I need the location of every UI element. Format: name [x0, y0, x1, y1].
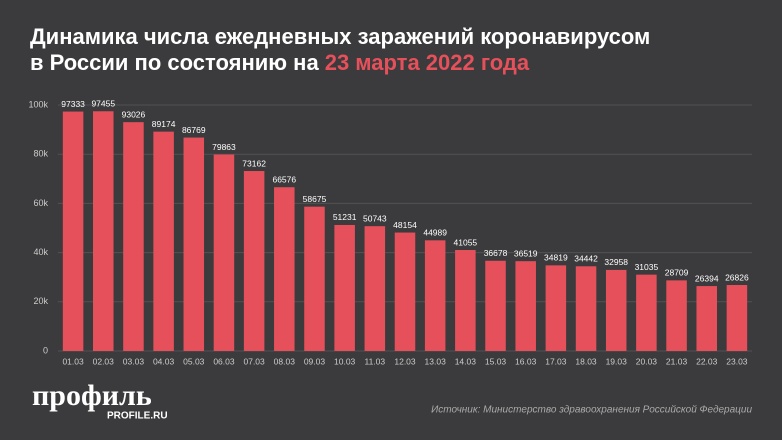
- bar: [153, 131, 174, 351]
- bar: [424, 240, 446, 351]
- logo: профиль: [32, 379, 152, 412]
- bar: [666, 280, 687, 351]
- x-tick-label: 10.03: [334, 356, 356, 366]
- x-tick-label: 23.03: [726, 356, 748, 366]
- bar: [62, 111, 84, 351]
- bar: [274, 187, 295, 351]
- data-label: 34819: [544, 253, 568, 263]
- bar: [334, 224, 355, 351]
- bar: [545, 265, 567, 351]
- data-label: 32958: [604, 257, 628, 267]
- bar: [605, 269, 627, 351]
- x-tick-label: 21.03: [666, 356, 688, 366]
- data-label: 66576: [272, 174, 296, 184]
- x-tick-label: 01.03: [62, 356, 84, 366]
- bar: [575, 266, 597, 351]
- data-label: 89174: [152, 119, 176, 129]
- data-label: 34442: [574, 254, 598, 264]
- data-label: 79863: [212, 142, 236, 152]
- chart-title-line: в России по состоянию на 23 марта 2022 го…: [30, 50, 530, 75]
- x-tick-label: 11.03: [365, 356, 386, 366]
- bar: [364, 226, 386, 351]
- data-label: 31035: [635, 262, 659, 272]
- y-tick-label: 40k: [33, 247, 48, 257]
- x-tick-label: 13.03: [425, 356, 447, 366]
- bar: [515, 261, 536, 351]
- data-label: 93026: [122, 109, 146, 119]
- data-label: 73162: [242, 158, 266, 168]
- data-label: 44989: [423, 228, 447, 238]
- bar: [696, 286, 717, 351]
- x-tick-label: 17.03: [545, 356, 567, 366]
- y-tick-label: 100k: [28, 99, 48, 109]
- bar: [243, 171, 265, 351]
- x-tick-label: 18.03: [575, 356, 597, 366]
- x-tick-label: 14.03: [455, 356, 477, 366]
- data-label: 36678: [484, 248, 508, 258]
- x-tick-label: 03.03: [123, 356, 145, 366]
- x-tick-label: 16.03: [515, 356, 537, 366]
- data-label: 48154: [393, 220, 417, 230]
- x-tick-label: 15.03: [485, 356, 507, 366]
- bar: [93, 111, 114, 351]
- chart-title: в России по состоянию на: [30, 50, 319, 75]
- bar: [394, 232, 416, 351]
- x-tick-label: 08.03: [274, 356, 296, 366]
- bar: [213, 154, 235, 351]
- bar: [304, 206, 325, 351]
- data-label: 26826: [725, 272, 749, 282]
- chart-title: Динамика числа ежедневных заражений коро…: [30, 24, 650, 49]
- x-tick-label: 09.03: [304, 356, 326, 366]
- source: Источник: Министерство здравоохранения Р…: [431, 405, 752, 416]
- x-tick-label: 19.03: [606, 356, 628, 366]
- data-label: 41055: [454, 237, 478, 247]
- data-label: 50743: [363, 213, 387, 223]
- x-tick-label: 05.03: [183, 356, 205, 366]
- bar: [485, 260, 506, 351]
- bar: [183, 137, 205, 351]
- bar: [455, 250, 476, 351]
- y-tick-label: 60k: [33, 198, 48, 208]
- y-tick-label: 20k: [33, 296, 48, 306]
- x-tick-label: 22.03: [696, 356, 718, 366]
- x-tick-label: 04.03: [153, 356, 175, 366]
- data-label: 86769: [182, 125, 206, 135]
- bar: [123, 122, 144, 351]
- x-tick-label: 20.03: [636, 356, 658, 366]
- x-tick-label: 06.03: [213, 356, 235, 366]
- y-tick-label: 0: [43, 345, 48, 355]
- bar: [726, 285, 748, 351]
- data-label: 97455: [91, 99, 115, 109]
- data-label: 58675: [303, 194, 327, 204]
- logo-url: PROFILE.RU: [107, 411, 168, 422]
- data-label: 36519: [514, 248, 538, 258]
- x-tick-label: 12.03: [394, 356, 416, 366]
- data-label: 26394: [695, 273, 719, 283]
- data-label: 97333: [61, 99, 85, 109]
- bar: [636, 274, 657, 351]
- y-tick-label: 80k: [33, 149, 48, 159]
- data-label: 28709: [665, 268, 689, 278]
- data-label: 51231: [333, 212, 357, 222]
- x-tick-label: 07.03: [243, 356, 265, 366]
- x-tick-label: 02.03: [93, 356, 115, 366]
- chart-title-date: 23 марта 2022 года: [325, 50, 530, 75]
